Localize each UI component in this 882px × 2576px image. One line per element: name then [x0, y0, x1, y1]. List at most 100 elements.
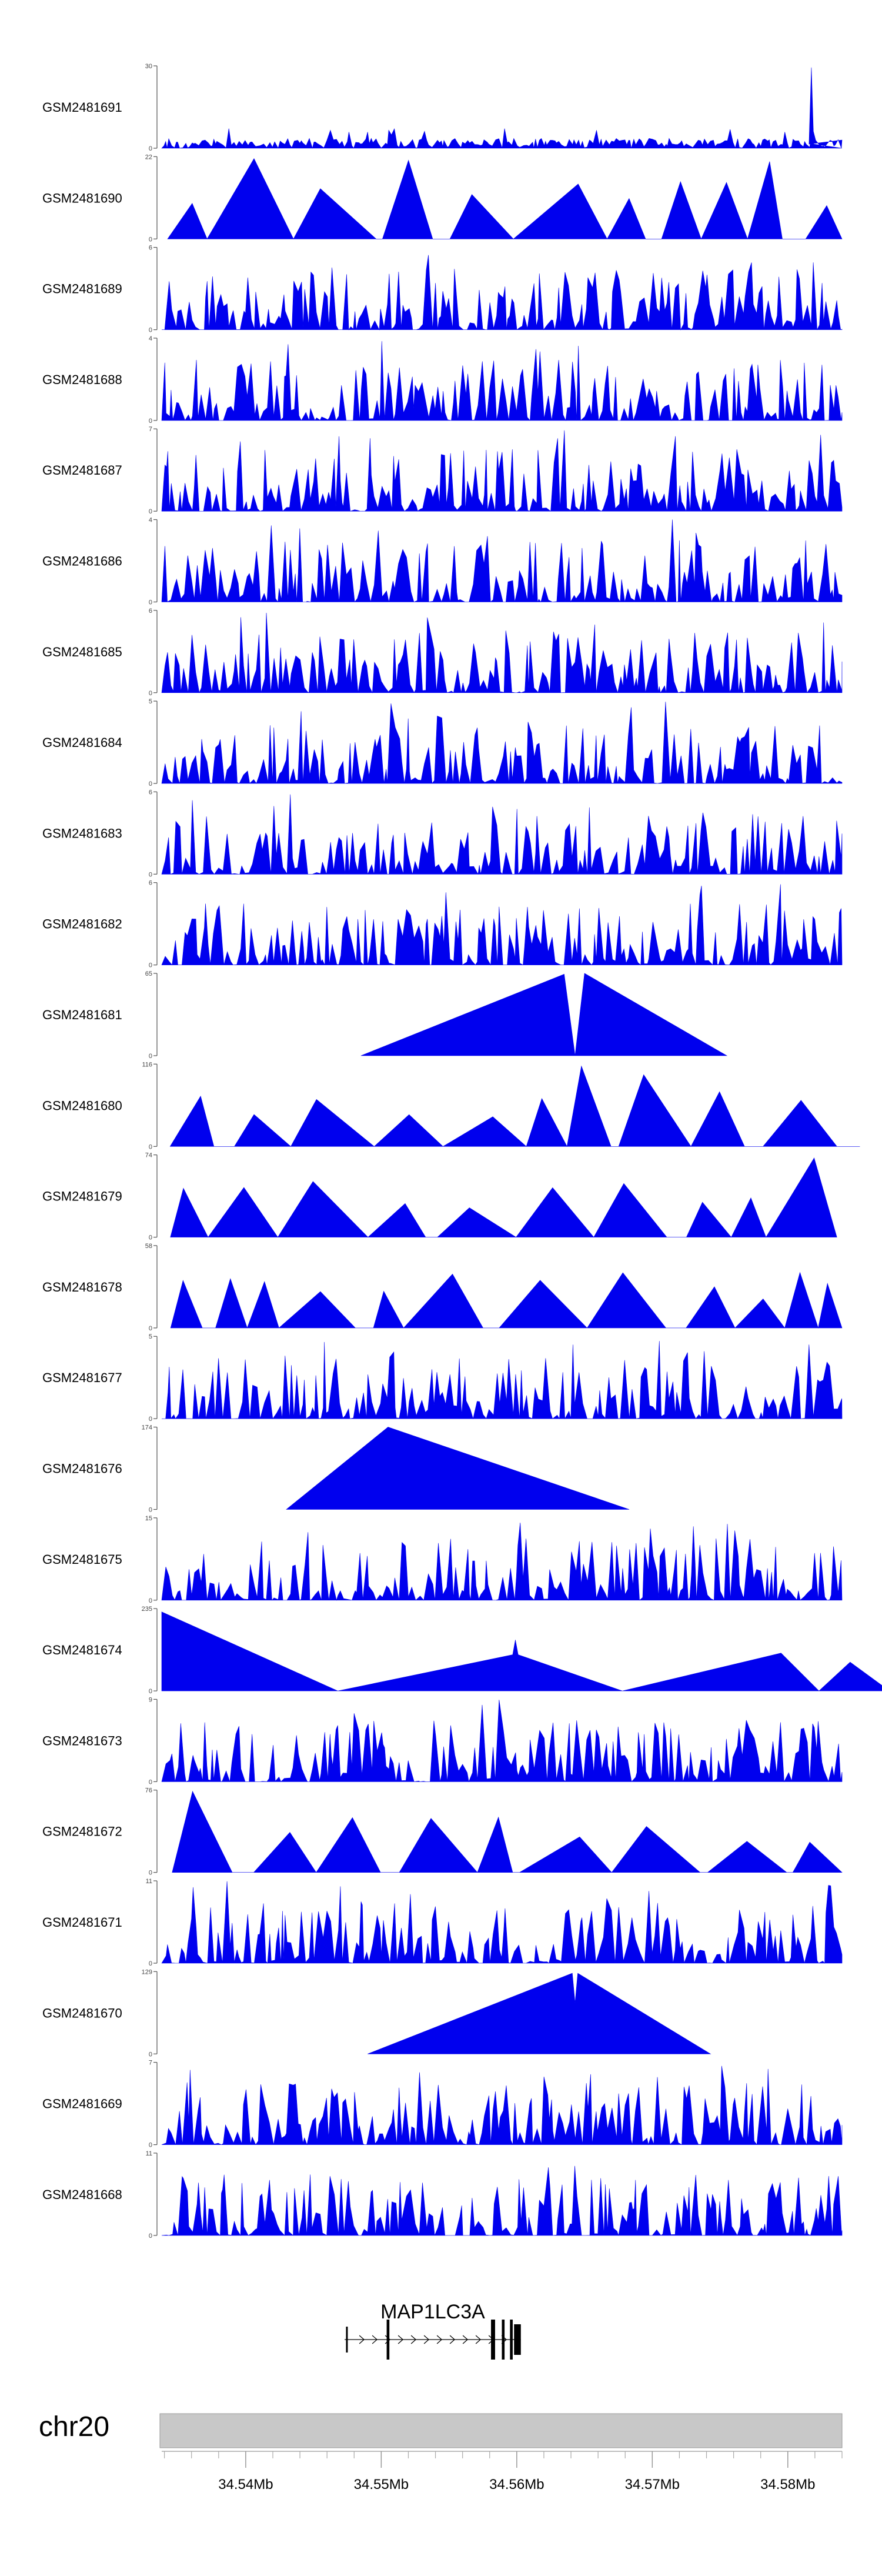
track-label: GSM2481675 — [42, 1552, 122, 1567]
coverage-area — [368, 1973, 711, 2054]
track-GSM2481681: GSM2481681 65 0 — [42, 970, 728, 1060]
track-label: GSM2481681 — [42, 1007, 122, 1022]
y-min-label: 0 — [149, 2142, 152, 2149]
track-GSM2481680: GSM2481680 116 0 — [42, 1061, 860, 1150]
y-max-label: 58 — [145, 1243, 152, 1250]
y-max-label: 4 — [149, 335, 152, 342]
coverage-area — [286, 1427, 630, 1510]
track-GSM2481677: GSM2481677 5 0 — [42, 1333, 843, 1423]
y-min-label: 0 — [149, 1870, 152, 1877]
strand-arrow — [462, 2335, 469, 2344]
coverage-area — [360, 973, 728, 1056]
track-label: GSM2481688 — [42, 372, 122, 387]
track-label: GSM2481671 — [42, 1915, 122, 1930]
coverage-area — [161, 519, 843, 603]
track-GSM2481669: GSM2481669 7 0 — [42, 2060, 843, 2149]
y-min-label: 0 — [149, 1416, 152, 1423]
gene-annotation-track: MAP1LC3A — [345, 2301, 521, 2360]
track-label: GSM2481690 — [42, 191, 122, 205]
track-GSM2481684: GSM2481684 5 0 — [42, 698, 843, 788]
coverage-area — [170, 1272, 843, 1329]
track-GSM2481679: GSM2481679 74 0 — [42, 1152, 837, 1242]
track-label: GSM2481691 — [42, 100, 122, 115]
x-tick-label: 34.54Mb — [218, 2477, 273, 2492]
track-label: GSM2481686 — [42, 554, 122, 569]
x-tick-label: 34.58Mb — [760, 2477, 815, 2492]
y-max-label: 6 — [149, 789, 152, 796]
strand-arrow — [475, 2335, 482, 2344]
coverage-area — [161, 1522, 843, 1601]
track-GSM2481671: GSM2481671 11 0 — [42, 1878, 843, 1967]
y-min-label: 0 — [149, 1960, 152, 1967]
y-max-label: 76 — [145, 1787, 152, 1794]
strand-arrow — [372, 2335, 378, 2344]
y-min-label: 0 — [149, 690, 152, 697]
y-max-label: 22 — [145, 154, 152, 161]
track-GSM2481675: GSM2481675 15 0 — [42, 1515, 843, 1604]
track-label: GSM2481674 — [42, 1643, 122, 1657]
track-label: GSM2481676 — [42, 1461, 122, 1476]
y-max-label: 11 — [146, 1878, 152, 1885]
y-max-label: 11 — [146, 2150, 152, 2157]
coverage-area — [172, 1790, 843, 1873]
y-max-label: 235 — [142, 1606, 152, 1613]
coverage-area — [161, 341, 843, 421]
y-min-label: 0 — [149, 1143, 152, 1150]
track-label: GSM2481680 — [42, 1098, 122, 1113]
track-label: GSM2481682 — [42, 917, 122, 932]
y-min-label: 0 — [149, 327, 152, 334]
y-max-label: 74 — [145, 1152, 152, 1159]
track-label: GSM2481668 — [42, 2187, 122, 2202]
strand-arrow — [359, 2335, 365, 2344]
coverage-area — [161, 67, 843, 149]
y-max-label: 5 — [149, 1333, 152, 1340]
track-GSM2481672: GSM2481672 76 0 — [42, 1787, 843, 1877]
track-GSM2481687: GSM2481687 7 0 — [42, 426, 843, 515]
y-max-label: 174 — [142, 1424, 152, 1432]
coverage-area — [161, 2165, 843, 2237]
track-label: GSM2481684 — [42, 735, 122, 750]
y-min-label: 0 — [149, 599, 152, 606]
y-min-label: 0 — [149, 2051, 152, 2058]
track-GSM2481685: GSM2481685 6 0 — [42, 608, 843, 697]
y-max-label: 116 — [142, 1061, 152, 1068]
y-min-label: 0 — [149, 236, 152, 243]
track-label: GSM2481689 — [42, 282, 122, 296]
strand-arrow — [410, 2335, 417, 2344]
y-max-label: 6 — [149, 880, 152, 887]
y-min-label: 0 — [149, 145, 152, 152]
y-min-label: 0 — [149, 1597, 152, 1604]
coverage-area — [169, 1065, 860, 1147]
coverage-area — [162, 255, 843, 331]
y-min-label: 0 — [149, 2233, 152, 2240]
track-GSM2481678: GSM2481678 58 0 — [42, 1243, 843, 1332]
coverage-area — [162, 1341, 843, 1420]
gene-exon — [491, 2320, 495, 2360]
y-min-label: 0 — [149, 418, 152, 425]
y-max-label: 7 — [149, 2060, 152, 2067]
chromosome-label: chr20 — [39, 2411, 109, 2442]
y-max-label: 65 — [145, 970, 152, 977]
coverage-area — [161, 2066, 843, 2145]
track-GSM2481686: GSM2481686 4 0 — [42, 517, 843, 606]
y-max-label: 7 — [149, 426, 152, 433]
coverage-area — [161, 702, 843, 784]
track-GSM2481668: GSM2481668 11 0 — [42, 2150, 843, 2240]
track-GSM2481670: GSM2481670 129 0 — [42, 1968, 711, 2058]
x-tick-label: 34.57Mb — [625, 2477, 680, 2492]
y-max-label: 129 — [142, 1968, 152, 1976]
data-tracks: GSM2481691300GSM2481690220GSM248168960GS… — [42, 63, 882, 2240]
y-max-label: 6 — [149, 608, 152, 615]
y-min-label: 0 — [149, 1325, 152, 1332]
chromosome-ideogram — [159, 2413, 843, 2448]
track-GSM2481683: GSM2481683 6 0 — [42, 789, 843, 878]
coverage-area — [161, 430, 843, 512]
x-tick-label: 34.55Mb — [354, 2477, 409, 2492]
y-max-label: 4 — [149, 517, 152, 524]
y-min-label: 0 — [149, 871, 152, 878]
strand-arrow — [397, 2335, 404, 2344]
track-label: GSM2481678 — [42, 1280, 122, 1294]
gene-exon — [514, 2324, 521, 2355]
y-min-label: 0 — [149, 1507, 152, 1514]
